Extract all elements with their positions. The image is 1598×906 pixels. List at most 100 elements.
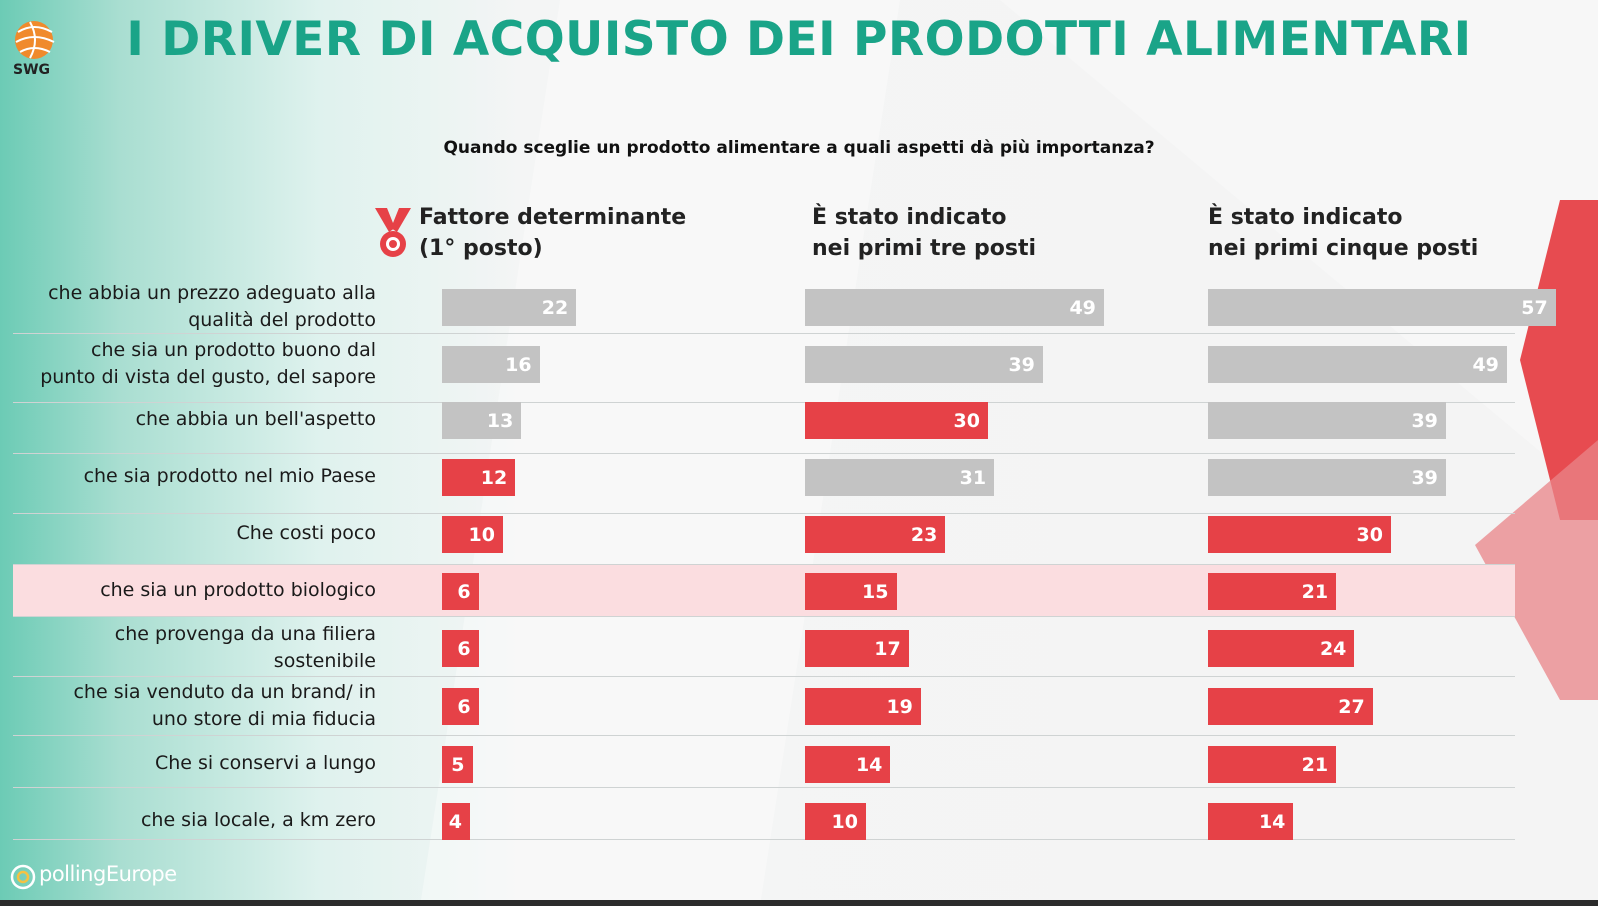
category-label: che sia venduto da un brand/ in uno store… xyxy=(10,679,376,733)
bar: 49 xyxy=(1208,346,1507,383)
bar: 39 xyxy=(1208,402,1446,439)
column-header-line2: nei primi tre posti xyxy=(812,236,1037,261)
column-header-first-place: Fattore determinante (1° posto) xyxy=(419,202,686,264)
bar: 21 xyxy=(1208,746,1337,783)
bar-value-label: 23 xyxy=(910,523,938,546)
row-divider xyxy=(13,564,1515,565)
logo-text: SWG xyxy=(13,62,51,78)
category-label-line2: sostenibile xyxy=(273,650,376,672)
bar: 21 xyxy=(1208,573,1337,610)
category-label: che sia locale, a km zero xyxy=(10,807,376,834)
bar-value-label: 14 xyxy=(1258,810,1286,833)
question-text: Quando sceglie un prodotto alimentare a … xyxy=(443,138,1155,158)
bar-value-label: 4 xyxy=(448,810,462,833)
bar-value-label: 30 xyxy=(953,409,980,432)
row-divider xyxy=(13,402,1515,403)
bar-value-label: 27 xyxy=(1338,695,1365,718)
category-label-line2: punto di vista del gusto, del sapore xyxy=(40,366,376,388)
row-divider xyxy=(13,453,1515,454)
bar: 14 xyxy=(1208,803,1294,840)
bar: 57 xyxy=(1208,289,1556,326)
medal-icon xyxy=(375,208,411,257)
bar: 27 xyxy=(1208,688,1373,725)
bar-value-label: 10 xyxy=(831,810,858,833)
row-divider xyxy=(13,333,1515,334)
bar-value-label: 10 xyxy=(468,523,495,546)
footer-brand: pollingEurope xyxy=(39,862,177,886)
bar: 5 xyxy=(442,746,473,783)
bar: 10 xyxy=(805,803,866,840)
bar: 15 xyxy=(805,573,897,610)
category-label-line1: che sia un prodotto biologico xyxy=(100,579,376,601)
bar: 17 xyxy=(805,630,909,667)
category-label-line1: che sia locale, a km zero xyxy=(140,809,376,831)
bar-value-label: 6 xyxy=(457,695,471,718)
bar-value-label: 22 xyxy=(541,296,569,319)
category-label: che abbia un bell'aspetto xyxy=(10,406,376,433)
row-divider xyxy=(13,616,1515,617)
row-divider xyxy=(13,787,1515,788)
bar-value-label: 17 xyxy=(874,637,901,660)
bar: 12 xyxy=(442,459,516,496)
bar-value-label: 21 xyxy=(1301,580,1329,603)
bar: 13 xyxy=(442,402,522,439)
bar: 22 xyxy=(442,289,577,326)
category-label-line1: che provenga da una filiera xyxy=(114,623,376,645)
category-label: Che si conservi a lungo xyxy=(10,750,376,777)
category-label-line2: uno store di mia fiducia xyxy=(151,708,376,730)
polling-europe-logo-icon xyxy=(10,864,36,890)
bar: 31 xyxy=(805,459,995,496)
category-label: che sia un prodotto biologico xyxy=(10,577,376,604)
bar: 16 xyxy=(442,346,540,383)
bar: 10 xyxy=(442,516,503,553)
category-label-line1: che sia venduto da un brand/ in xyxy=(73,681,376,703)
column-header-line1: Fattore determinante xyxy=(419,205,687,230)
bar: 19 xyxy=(805,688,921,725)
bar: 23 xyxy=(805,516,946,553)
bar-value-label: 6 xyxy=(457,580,471,603)
bar: 30 xyxy=(805,402,988,439)
bar: 24 xyxy=(1208,630,1355,667)
bar-value-label: 16 xyxy=(505,353,532,376)
bar-value-label: 21 xyxy=(1301,753,1329,776)
column-header-top-five: È stato indicato nei primi cinque posti xyxy=(1208,202,1478,264)
bar-value-label: 14 xyxy=(855,753,883,776)
category-label-line1: che abbia un prezzo adeguato alla xyxy=(48,282,376,304)
row-divider xyxy=(13,676,1515,677)
bar: 6 xyxy=(442,630,479,667)
bar-value-label: 13 xyxy=(486,409,514,432)
bar: 49 xyxy=(805,289,1104,326)
bar-value-label: 5 xyxy=(451,753,465,776)
bar: 6 xyxy=(442,688,479,725)
column-header-line2: nei primi cinque posti xyxy=(1208,236,1479,261)
bar-value-label: 31 xyxy=(959,466,987,489)
bar-value-label: 39 xyxy=(1411,409,1438,432)
swg-logo-icon xyxy=(15,21,55,59)
category-label-line1: Che si conservi a lungo xyxy=(154,752,376,774)
row-divider xyxy=(13,735,1515,736)
row-divider xyxy=(13,513,1515,514)
bar: 14 xyxy=(805,746,891,783)
category-label: che sia un prodotto buono dal punto di vi… xyxy=(10,337,376,391)
bar-value-label: 24 xyxy=(1319,637,1347,660)
bottom-strip xyxy=(0,900,1598,906)
bar-value-label: 49 xyxy=(1472,353,1499,376)
row-divider xyxy=(13,839,1515,840)
category-label-line1: che abbia un bell'aspetto xyxy=(135,408,376,430)
column-header-line2: (1° posto) xyxy=(419,236,543,261)
bar: 39 xyxy=(805,346,1043,383)
column-header-top-three: È stato indicato nei primi tre posti xyxy=(812,202,1036,264)
category-label: Che costi poco xyxy=(10,520,376,547)
bar-value-label: 6 xyxy=(457,637,471,660)
bar-value-label: 19 xyxy=(886,695,913,718)
bar-value-label: 12 xyxy=(480,466,508,489)
category-label: che abbia un prezzo adeguato alla qualità… xyxy=(10,280,376,334)
bar: 6 xyxy=(442,573,479,610)
bar: 30 xyxy=(1208,516,1391,553)
bar-value-label: 39 xyxy=(1008,353,1035,376)
bar-value-label: 49 xyxy=(1069,296,1096,319)
category-label: che sia prodotto nel mio Paese xyxy=(10,463,376,490)
category-label: che provenga da una filiera sostenibile xyxy=(10,621,376,675)
column-header-line1: È stato indicato xyxy=(1208,205,1403,230)
